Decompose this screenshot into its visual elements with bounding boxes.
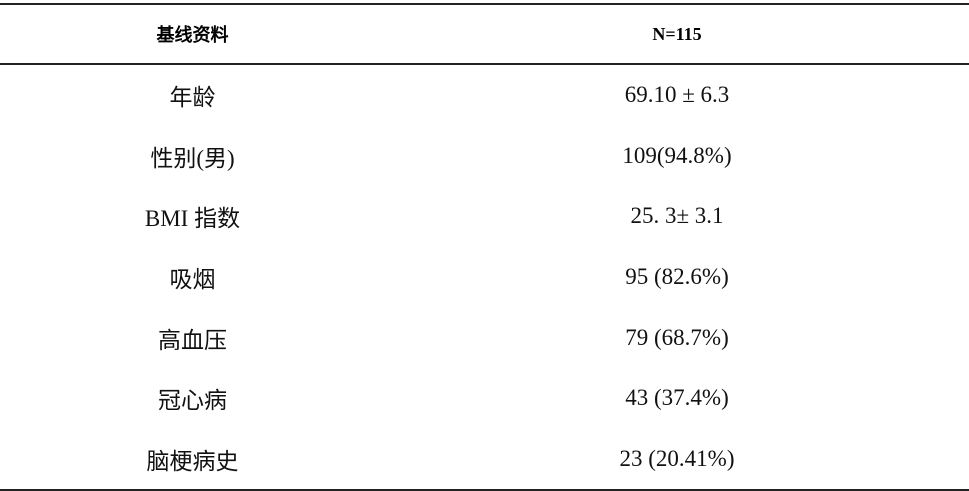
table-cell: 年龄 <box>169 85 216 111</box>
table-row: 性别(男) 109(94.8%) <box>0 126 969 187</box>
table-cell: 69.10 ± 6.3 <box>624 82 730 108</box>
table-cell: 吸烟 <box>169 267 216 293</box>
table-cell: 高血压 <box>158 327 227 353</box>
table-row: 年龄 69.10 ± 6.3 <box>0 64 969 126</box>
table-row: 高血压 79 (68.7%) <box>0 307 969 368</box>
header-cell: 基线资料 <box>0 3 385 65</box>
header-cell: N=115 <box>385 3 969 65</box>
header-row: 基线资料 N=115 <box>0 3 969 65</box>
table-cell: 冠心病 <box>158 388 227 414</box>
table-row: BMI 指数 25. 3± 3.1 <box>0 186 969 247</box>
table-cell: BMI 指数 <box>144 206 241 232</box>
table-cell: 脑梗病史 <box>0 428 385 491</box>
table-cell: 性别(男) <box>150 145 235 171</box>
table-body: 年龄 69.10 ± 6.3 性别(男) 109(94.8%) BMI 指数 25. 3±… <box>0 64 969 491</box>
table-cell: 23 (20.41%) <box>385 428 969 491</box>
table-cell: 109(94.8%) <box>622 142 732 168</box>
table-cell: 95 (82.6%) <box>625 264 729 290</box>
table-row: 冠心病 43 (37.4%) <box>0 368 969 429</box>
table-cell: 43 (37.4%) <box>625 385 729 411</box>
table-row: 脑梗病史 23 (20.41%) <box>0 428 969 491</box>
baseline-table: 基线资料 N=115 年龄 69.10 ± 6.3 性别(男) 109(94.8%) BM… <box>0 3 969 491</box>
table-row: 吸烟 95 (82.6%) <box>0 247 969 308</box>
table-cell: 79 (68.7%) <box>625 324 729 350</box>
table-cell: 25. 3± 3.1 <box>630 203 724 229</box>
table-header: 基线资料 N=115 <box>0 3 969 65</box>
